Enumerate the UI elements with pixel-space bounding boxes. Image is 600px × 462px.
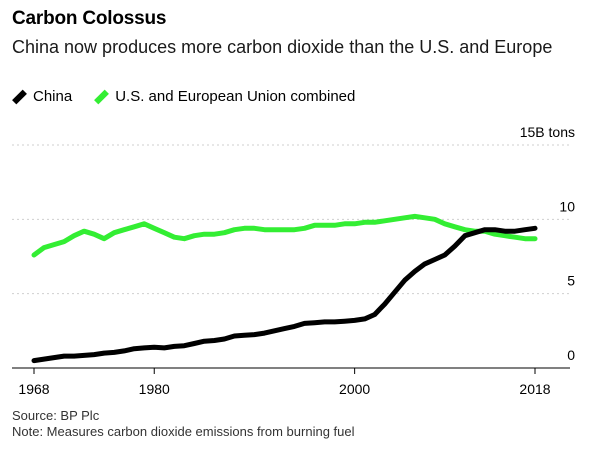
source-note: Source: BP Plc: [12, 408, 100, 423]
chart-legend: China U.S. and European Union combined: [12, 88, 377, 105]
legend-label-us-eu: U.S. and European Union combined: [115, 88, 356, 105]
series-line-china: [31, 225, 538, 364]
legend-item-us-eu: U.S. and European Union combined: [94, 88, 355, 105]
x-tick-label-1968: 1968: [18, 381, 49, 397]
x-tick-label-2000: 2000: [339, 381, 370, 397]
chart-title: Carbon Colossus: [12, 8, 167, 29]
chart-subtitle: China now produces more carbon dioxide t…: [12, 37, 553, 57]
y-tick-label-5: 5: [567, 273, 575, 289]
methodology-note: Note: Measures carbon dioxide emissions …: [12, 424, 355, 439]
series-line-us-eu: [31, 213, 538, 258]
x-tick-label-1980: 1980: [139, 381, 170, 397]
y-tick-label-15: 15B tons: [520, 124, 575, 140]
legend-item-china: China: [12, 88, 72, 105]
x-tick-label-2018: 2018: [519, 381, 550, 397]
chart-footer: Source: BP Plc Note: Measures carbon dio…: [12, 408, 355, 440]
y-tick-label-10: 10: [559, 198, 575, 214]
legend-label-china: China: [33, 88, 73, 105]
y-tick-label-0: 0: [567, 347, 575, 363]
